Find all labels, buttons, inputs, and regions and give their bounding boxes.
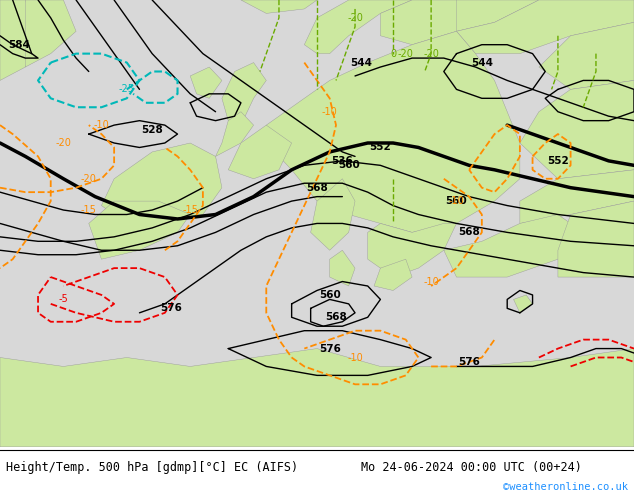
Text: 536: 536 [332, 156, 353, 166]
Polygon shape [241, 0, 317, 13]
Text: Mo 24-06-2024 00:00 UTC (00+24): Mo 24-06-2024 00:00 UTC (00+24) [361, 461, 582, 474]
Text: 576: 576 [160, 303, 182, 313]
Polygon shape [0, 348, 634, 447]
Polygon shape [0, 0, 38, 80]
Text: 576: 576 [458, 357, 480, 367]
Text: 544: 544 [471, 57, 493, 68]
Text: 552: 552 [547, 156, 569, 166]
Polygon shape [456, 0, 539, 31]
Text: 568: 568 [306, 183, 328, 193]
Text: -10: -10 [94, 120, 109, 130]
Polygon shape [222, 63, 266, 125]
Text: 528: 528 [141, 124, 163, 135]
Polygon shape [558, 201, 634, 277]
Text: 576: 576 [319, 343, 340, 354]
Text: -10: -10 [449, 196, 464, 206]
Polygon shape [89, 201, 190, 259]
Polygon shape [514, 295, 533, 313]
Text: -15: -15 [182, 205, 198, 215]
Text: Height/Temp. 500 hPa [gdmp][°C] EC (AIFS): Height/Temp. 500 hPa [gdmp][°C] EC (AIFS… [6, 461, 299, 474]
Polygon shape [539, 23, 634, 89]
Text: -5: -5 [58, 294, 68, 304]
Polygon shape [330, 250, 355, 286]
Text: -15: -15 [81, 205, 97, 215]
Text: -10: -10 [424, 276, 439, 287]
Text: 560: 560 [446, 196, 467, 206]
Text: -25: -25 [119, 84, 135, 95]
Polygon shape [311, 179, 355, 250]
Polygon shape [228, 125, 292, 179]
Text: -20: -20 [398, 49, 414, 59]
Polygon shape [456, 0, 634, 53]
Text: 560: 560 [319, 290, 340, 300]
Polygon shape [216, 112, 254, 156]
Text: 0: 0 [390, 49, 396, 59]
Text: -20: -20 [423, 49, 439, 59]
Polygon shape [101, 143, 222, 223]
Polygon shape [368, 223, 456, 277]
Polygon shape [380, 0, 476, 45]
Polygon shape [266, 31, 520, 232]
Text: -10: -10 [347, 352, 363, 363]
Text: 568: 568 [458, 227, 480, 237]
Polygon shape [25, 0, 76, 67]
Polygon shape [444, 215, 583, 277]
Polygon shape [374, 259, 412, 291]
Text: -10: -10 [322, 107, 337, 117]
Polygon shape [304, 0, 412, 53]
Text: 544: 544 [351, 57, 372, 68]
Polygon shape [190, 67, 222, 98]
Polygon shape [520, 80, 634, 179]
Text: ©weatheronline.co.uk: ©weatheronline.co.uk [503, 482, 628, 490]
Text: 560: 560 [338, 160, 359, 171]
Polygon shape [520, 170, 634, 223]
Text: 552: 552 [370, 143, 391, 152]
Text: 568: 568 [325, 312, 347, 322]
Text: -20: -20 [55, 138, 72, 148]
Text: 584: 584 [8, 40, 30, 49]
Text: -20: -20 [347, 13, 363, 23]
Text: -20: -20 [81, 174, 97, 184]
